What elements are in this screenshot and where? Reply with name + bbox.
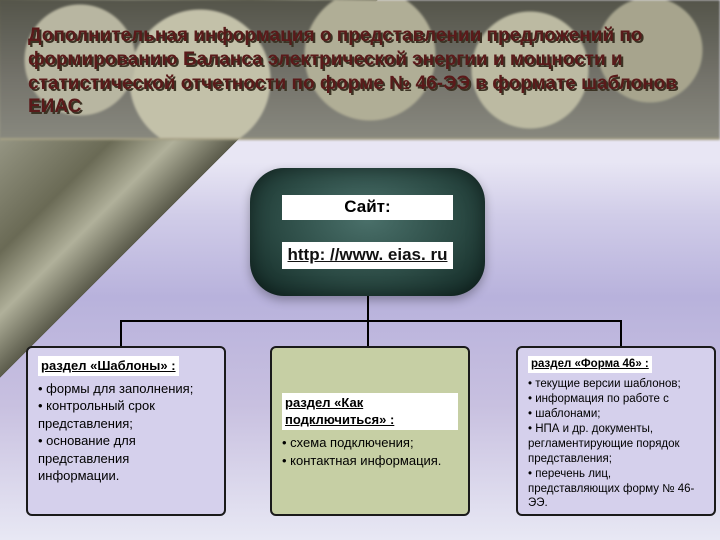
box-title: раздел «Шаблоны» : xyxy=(38,356,179,376)
root-label: Сайт: http: //www. eias. ru xyxy=(282,195,454,270)
box-title: раздел «Как подключиться» : xyxy=(282,393,458,430)
list-item: контрольный срок представления; xyxy=(38,397,214,432)
box-list: формы для заполнения; контрольный срок п… xyxy=(38,380,214,485)
list-item: перечень лиц, представляющих форму № 46-… xyxy=(528,467,704,512)
box-list: схема подключения; контактная информация… xyxy=(282,434,458,469)
root-label-top: Сайт: xyxy=(282,195,454,220)
list-item: формы для заполнения; xyxy=(38,380,214,398)
connector-drop-1 xyxy=(120,320,122,346)
child-box-connect: раздел «Как подключиться» : схема подклю… xyxy=(270,346,470,516)
connector-stem xyxy=(367,296,369,320)
list-item: контактная информация. xyxy=(282,452,458,470)
list-item: шаблонами; xyxy=(528,407,704,422)
child-box-form46: раздел «Форма 46» : текущие версии шабло… xyxy=(516,346,716,516)
list-item: НПА и др. документы, регламентирующие по… xyxy=(528,422,704,467)
connector-hbar xyxy=(120,320,620,322)
child-box-templates: раздел «Шаблоны» : формы для заполнения;… xyxy=(26,346,226,516)
root-url[interactable]: http: //www. eias. ru xyxy=(282,242,454,269)
title-text: Дополнительная информация о представлени… xyxy=(28,24,688,119)
connector-drop-3 xyxy=(620,320,622,346)
root-node: Сайт: http: //www. eias. ru xyxy=(250,168,485,296)
list-item: основание для представления информации. xyxy=(38,432,214,485)
slide: Дополнительная информация о представлени… xyxy=(0,0,720,540)
list-item: текущие версии шаблонов; xyxy=(528,377,704,392)
box-list: текущие версии шаблонов; информация по р… xyxy=(528,377,704,511)
page-title: Дополнительная информация о представлени… xyxy=(28,24,688,119)
connector-drop-2 xyxy=(367,320,369,346)
list-item: схема подключения; xyxy=(282,434,458,452)
list-item: информация по работе с xyxy=(528,392,704,407)
box-title: раздел «Форма 46» : xyxy=(528,356,652,373)
